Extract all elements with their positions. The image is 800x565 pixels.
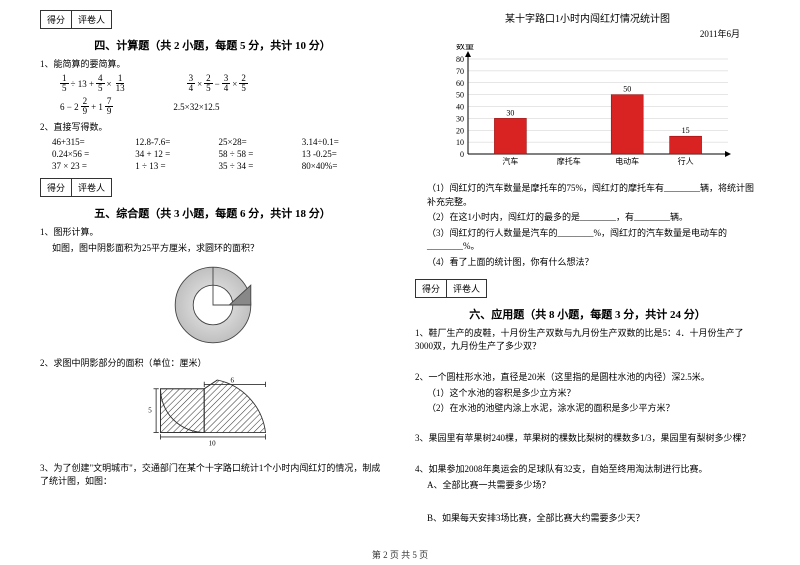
calc-cell: 35 ÷ 34 =: [219, 161, 302, 171]
svg-text:80: 80: [456, 55, 464, 64]
s6-q3: 3、果园里有苹果树240棵，苹果树的棵数比梨树的棵数多1/3，果园里有梨树多少棵…: [415, 431, 760, 444]
svg-text:30: 30: [506, 108, 514, 117]
svg-text:70: 70: [456, 67, 464, 76]
s6-q1: 1、鞋厂生产的皮鞋，十月份生产双数与九月份生产双数的比是5：4．十月份生产了30…: [415, 326, 760, 352]
calc-cell: 58 ÷ 58 =: [219, 149, 302, 159]
cq1: （1）闯红灯的汽车数量是摩托车的75%，闯红灯的摩托车有________辆，将统…: [427, 182, 760, 209]
calc-cell: 3.14÷0.1=: [302, 137, 385, 147]
svg-text:电动车: 电动车: [615, 156, 639, 166]
grader-label: 评卷人: [72, 179, 111, 196]
s6-q2: 2、一个圆柱形水池，直径是20米（这里指的是圆柱水池的内径）深2.5米。: [415, 370, 760, 383]
calc-cell: 46+315=: [52, 137, 135, 147]
expr-row-1: 15 ÷ 13 + 45 × 113 34 × 25 − 34 × 25: [60, 74, 385, 93]
page-footer: 第 2 页 共 5 页: [0, 548, 800, 561]
score-box: 得分 评卷人: [40, 178, 112, 197]
score-box: 得分 评卷人: [415, 279, 487, 298]
svg-text:20: 20: [456, 126, 464, 135]
svg-text:10: 10: [456, 138, 464, 147]
calc-cell: 12.8-7.6=: [135, 137, 218, 147]
svg-text:50: 50: [456, 91, 464, 100]
s6-q2b: （2）在水池的池壁内涂上水泥，涂水泥的面积是多少平方米？: [427, 401, 760, 414]
grader-label: 评卷人: [447, 280, 486, 297]
expr-2b: 2.5×32×12.5: [173, 97, 219, 116]
calc-cell: 37 × 23 =: [52, 161, 135, 171]
calc-grid: 46+315= 12.8-7.6= 25×28= 3.14÷0.1= 0.24×…: [52, 136, 385, 172]
calc-cell: 80×40%=: [302, 161, 385, 171]
svg-text:40: 40: [456, 103, 464, 112]
calc-cell: 34 + 12 =: [135, 149, 218, 159]
s6-q2a: （1）这个水池的容积是多少立方米？: [427, 386, 760, 399]
expr-2a: 6 − 2 29 + 1 79: [60, 97, 113, 116]
expr-row-2: 6 − 2 29 + 1 79 2.5×32×12.5: [60, 97, 385, 116]
cq2: （2）在这1小时内，闯红灯的最多的是________，有________辆。: [427, 211, 760, 225]
expr-1a: 15 ÷ 13 + 45 × 113: [60, 74, 127, 93]
cq4: （4）看了上面的统计图，你有什么想法？: [427, 256, 760, 270]
s5-q1-desc: 如图，图中阴影面积为25平方厘米，求圆环的面积？: [52, 241, 385, 254]
section5-title: 五、综合题（共 3 小题，每题 6 分，共计 18 分）: [40, 205, 385, 221]
s6-q4: 4、如果参加2008年奥运会的足球队有32支，自始至终用淘汰制进行比赛。: [415, 462, 760, 475]
calc-cell: 25×28=: [219, 137, 302, 147]
ring-figure: [168, 260, 258, 350]
svg-text:行人: 行人: [677, 156, 693, 166]
expr-1b: 34 × 25 − 34 × 25: [187, 74, 248, 93]
svg-text:摩托车: 摩托车: [556, 156, 580, 166]
chart-date: 2011年6月: [415, 27, 760, 40]
section4-title: 四、计算题（共 2 小题，每题 5 分，共计 10 分）: [40, 37, 385, 53]
bar-chart: 0 10 20 30 40 50 60 70 80 数量 30 汽车 摩托车 50 电动车 15 行人: [438, 44, 738, 174]
calc-cell: 1 ÷ 13 =: [135, 161, 218, 171]
score-box: 得分 评卷人: [40, 10, 112, 29]
dim-5: 5: [148, 406, 152, 414]
calc-cell: 13 -0.25=: [302, 149, 385, 159]
s6-q4a: A、全部比赛一共需要多少场？: [427, 478, 760, 491]
shade-figure: 10 6 5: [143, 375, 283, 455]
svg-text:数量: 数量: [456, 44, 474, 51]
s4-q1: 1、能简算的要简算。: [40, 57, 385, 70]
svg-text:50: 50: [623, 85, 631, 94]
svg-text:60: 60: [456, 79, 464, 88]
s5-q2: 2、求图中阴影部分的面积（单位：厘米）: [40, 356, 385, 369]
dim-6: 6: [230, 377, 234, 385]
calc-cell: 0.24×56 =: [52, 149, 135, 159]
svg-text:汽车: 汽车: [502, 156, 518, 166]
cq3: （3）闯红灯的行人数量是汽车的________%，闯红灯的汽车数量是电动车的__…: [427, 227, 760, 254]
grader-label: 评卷人: [72, 11, 111, 28]
chart-title: 某十字路口1小时内闯红灯情况统计图: [415, 10, 760, 25]
score-label: 得分: [416, 280, 447, 297]
s6-q4b: B、如果每天安排3场比赛，全部比赛大约需要多少天？: [427, 511, 760, 524]
score-label: 得分: [41, 179, 72, 196]
svg-text:30: 30: [456, 114, 464, 123]
svg-text:0: 0: [460, 150, 464, 159]
s5-q3: 3、为了创建"文明城市"，交通部门在某个十字路口统计1个小时内闯红灯的情况，制成…: [40, 461, 385, 487]
s5-q1: 1、图形计算。: [40, 225, 385, 238]
score-label: 得分: [41, 11, 72, 28]
s4-q2: 2、直接写得数。: [40, 120, 385, 133]
svg-text:15: 15: [681, 126, 689, 135]
section6-title: 六、应用题（共 8 小题，每题 3 分，共计 24 分）: [415, 306, 760, 322]
dim-10: 10: [208, 440, 216, 448]
